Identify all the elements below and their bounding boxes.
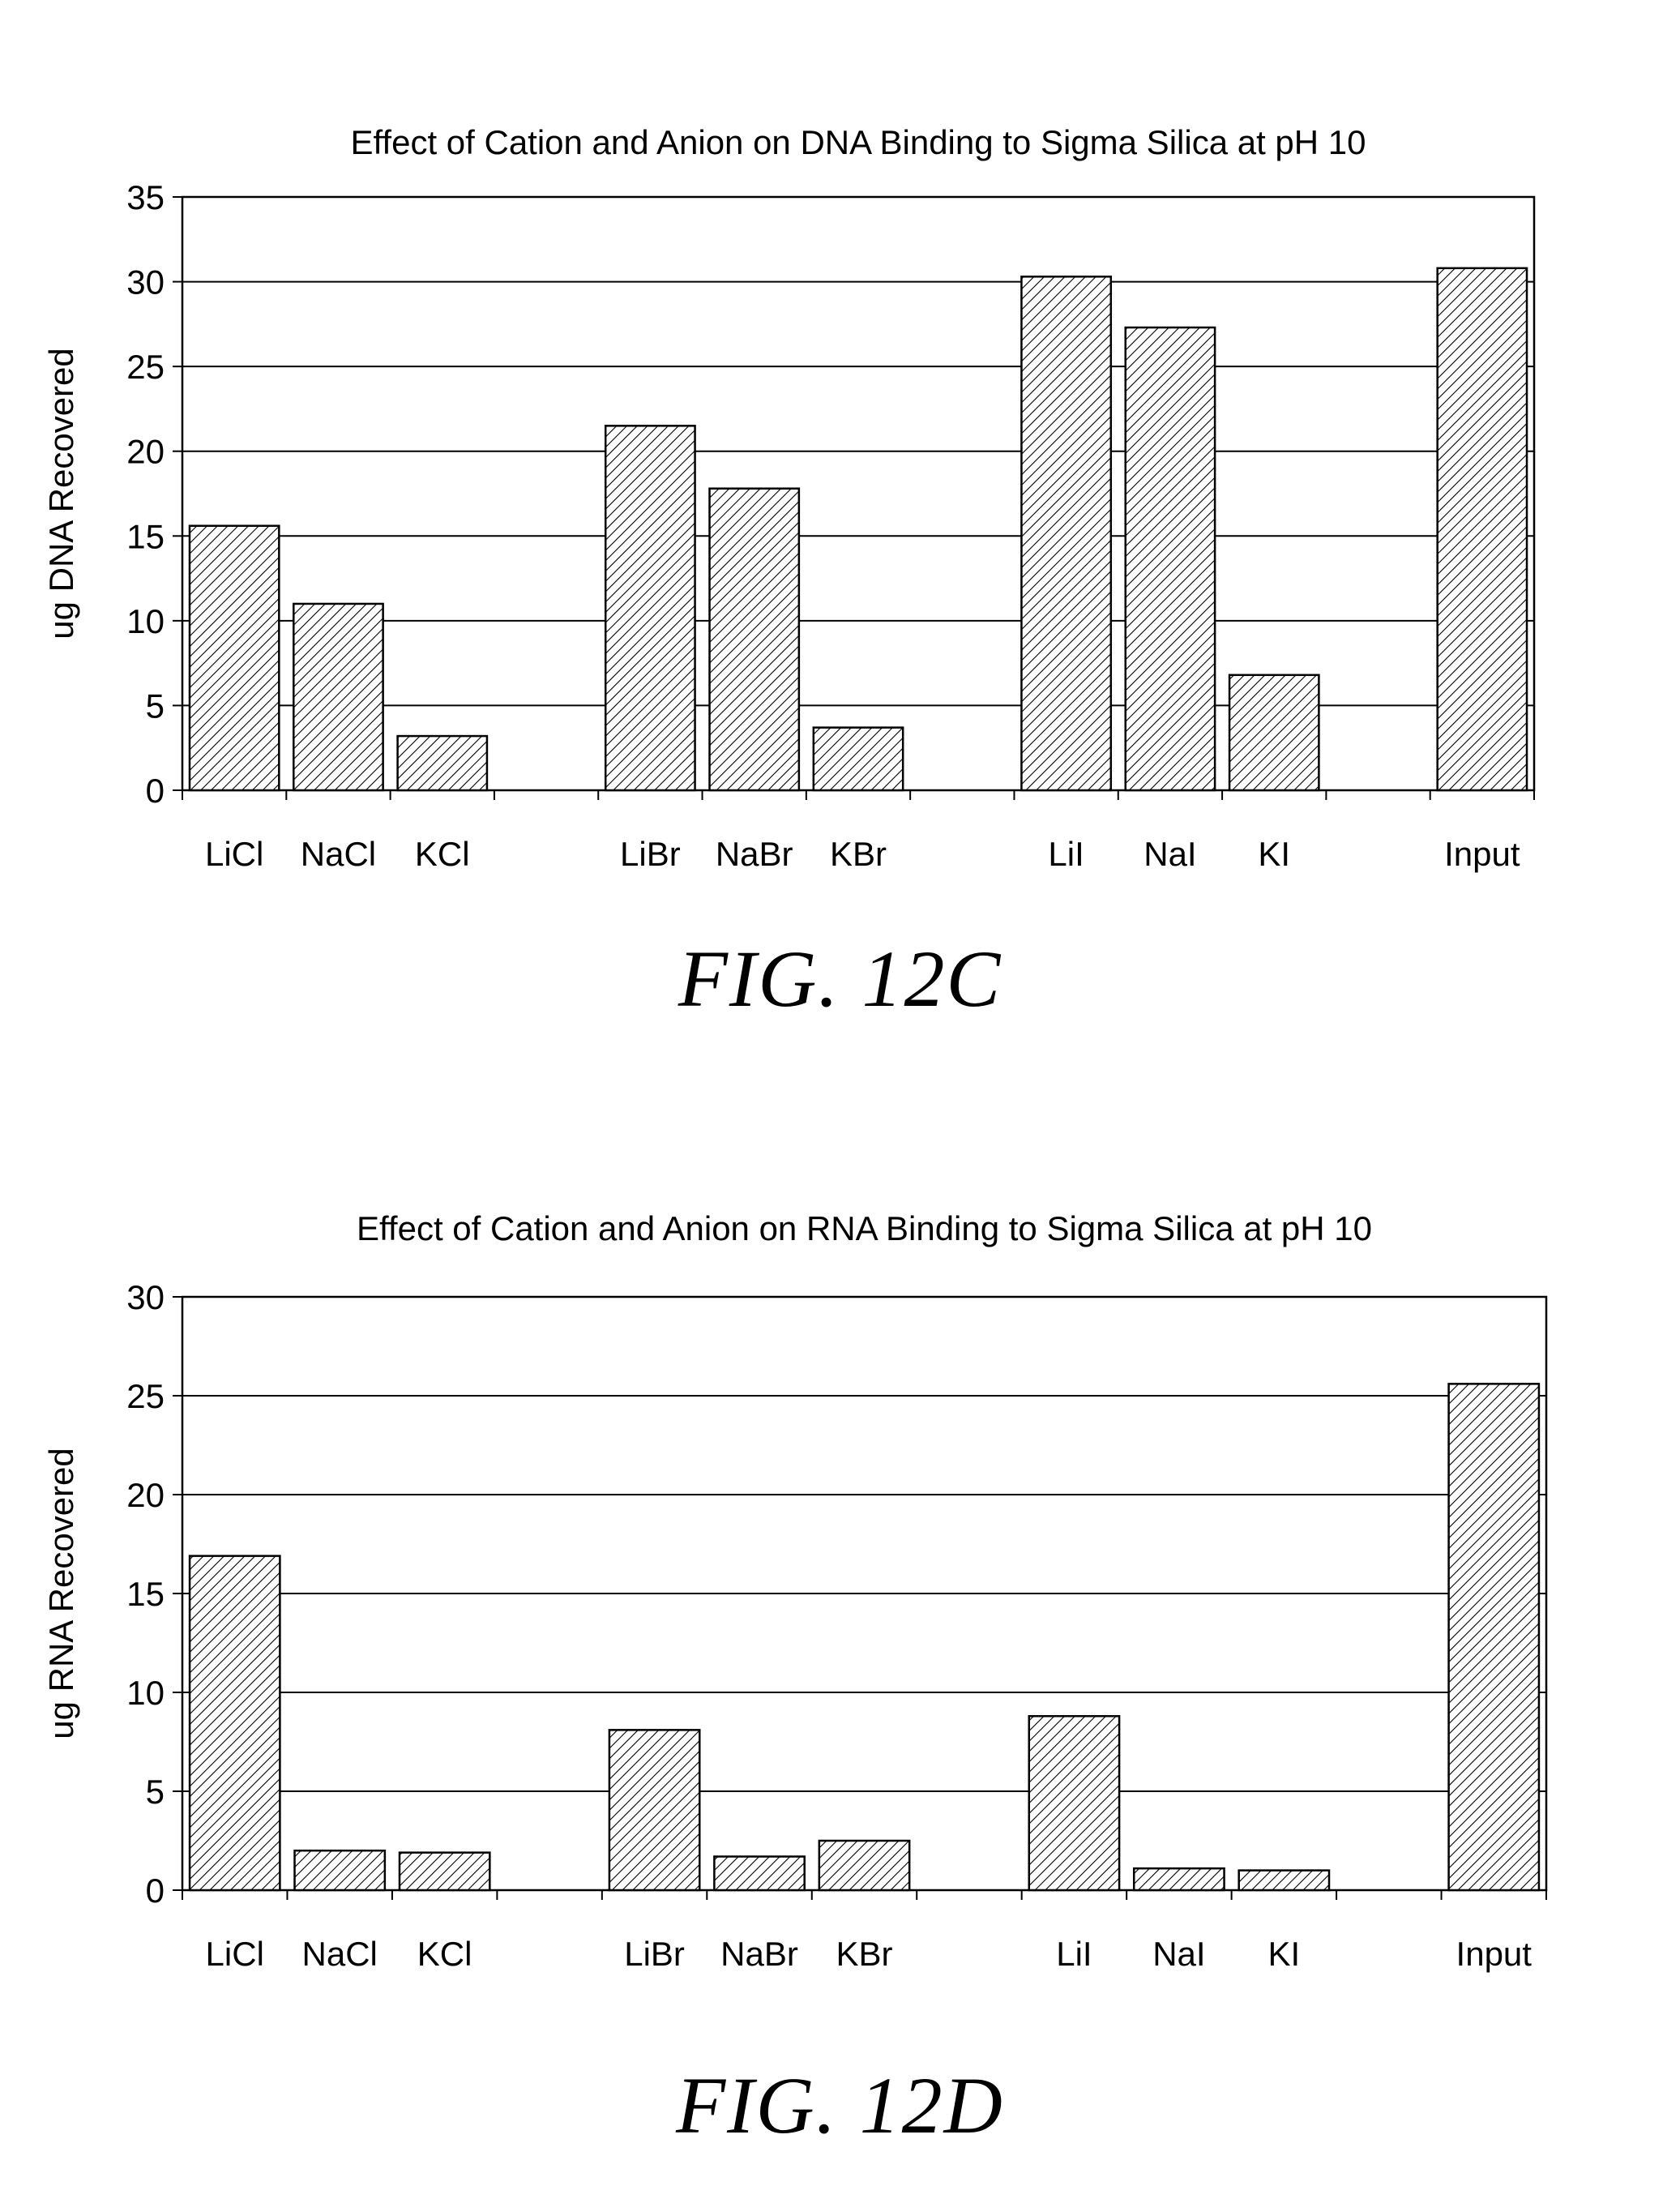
bar-nai: [1126, 327, 1215, 790]
y-tick-label: 20: [126, 433, 165, 471]
plot-frame: [182, 197, 1534, 790]
chart-title: Effect of Cation and Anion on DNA Bindin…: [351, 123, 1366, 161]
bar-licl: [190, 526, 279, 790]
y-tick-label: 15: [126, 1575, 165, 1613]
x-tick-label: KBr: [836, 1935, 892, 1973]
bar-libr: [605, 426, 695, 790]
bar-kbr: [814, 728, 903, 790]
bar-input: [1449, 1384, 1539, 1890]
figure-caption: FIG. 12D: [0, 2059, 1680, 2152]
bar-kbr: [819, 1841, 909, 1890]
x-tick-label: LiI: [1048, 835, 1084, 873]
x-tick-label: Input: [1444, 835, 1520, 873]
bar-lii: [1021, 276, 1110, 790]
x-tick-label: NaCl: [302, 1935, 378, 1973]
y-axis-label: ug RNA Recovered: [42, 1448, 80, 1739]
y-tick-label: 25: [126, 348, 165, 386]
x-tick-label: NaBr: [720, 1935, 798, 1973]
y-tick-label: 25: [126, 1377, 165, 1415]
x-tick-label: NaI: [1144, 835, 1196, 873]
x-tick-label: KI: [1258, 835, 1290, 873]
y-tick-label: 0: [146, 772, 165, 810]
bar-chart-dna: Effect of Cation and Anion on DNA Bindin…: [0, 0, 1680, 932]
x-tick-label: KCl: [415, 835, 470, 873]
y-tick-label: 30: [126, 263, 165, 302]
x-tick-label: LiBr: [624, 1935, 685, 1973]
x-tick-label: LiCl: [206, 1935, 264, 1973]
bar-nai: [1134, 1868, 1224, 1890]
y-tick-label: 10: [126, 1674, 165, 1712]
y-tick-label: 15: [126, 517, 165, 555]
x-tick-label: KI: [1268, 1935, 1301, 1973]
bar-nabr: [710, 489, 799, 790]
y-tick-label: 5: [146, 1773, 165, 1811]
figure-12c: Effect of Cation and Anion on DNA Bindin…: [0, 0, 1680, 1078]
bar-lii: [1029, 1716, 1119, 1890]
x-tick-label: LiCl: [205, 835, 263, 873]
bar-ki: [1239, 1871, 1329, 1890]
x-tick-label: LiBr: [620, 835, 681, 873]
x-tick-label: NaI: [1152, 1935, 1205, 1973]
bar-licl: [190, 1556, 280, 1890]
x-tick-label: NaBr: [716, 835, 793, 873]
bar-ki: [1229, 675, 1319, 790]
bar-kcl: [398, 736, 487, 790]
y-tick-label: 20: [126, 1476, 165, 1514]
y-tick-label: 10: [126, 602, 165, 640]
y-tick-label: 0: [146, 1872, 165, 1910]
chart-title: Effect of Cation and Anion on RNA Bindin…: [357, 1209, 1372, 1247]
bar-input: [1438, 268, 1527, 790]
figure-caption: FIG. 12C: [0, 932, 1680, 1025]
bar-libr: [609, 1730, 699, 1890]
y-tick-label: 5: [146, 687, 165, 725]
y-tick-label: 30: [126, 1278, 165, 1316]
x-tick-label: NaCl: [301, 835, 376, 873]
y-axis-label: ug DNA Recovered: [42, 348, 80, 640]
x-tick-label: Input: [1456, 1935, 1533, 1973]
x-tick-label: KCl: [417, 1935, 472, 1973]
bar-chart-rna: Effect of Cation and Anion on RNA Bindin…: [0, 1078, 1680, 2051]
figure-12d: Effect of Cation and Anion on RNA Bindin…: [0, 1078, 1680, 2186]
bar-nabr: [714, 1857, 804, 1890]
bar-nacl: [295, 1850, 385, 1890]
bar-nacl: [293, 604, 383, 790]
x-tick-label: LiI: [1056, 1935, 1092, 1973]
y-tick-label: 35: [126, 178, 165, 216]
bar-kcl: [400, 1853, 489, 1890]
x-tick-label: KBr: [830, 835, 887, 873]
